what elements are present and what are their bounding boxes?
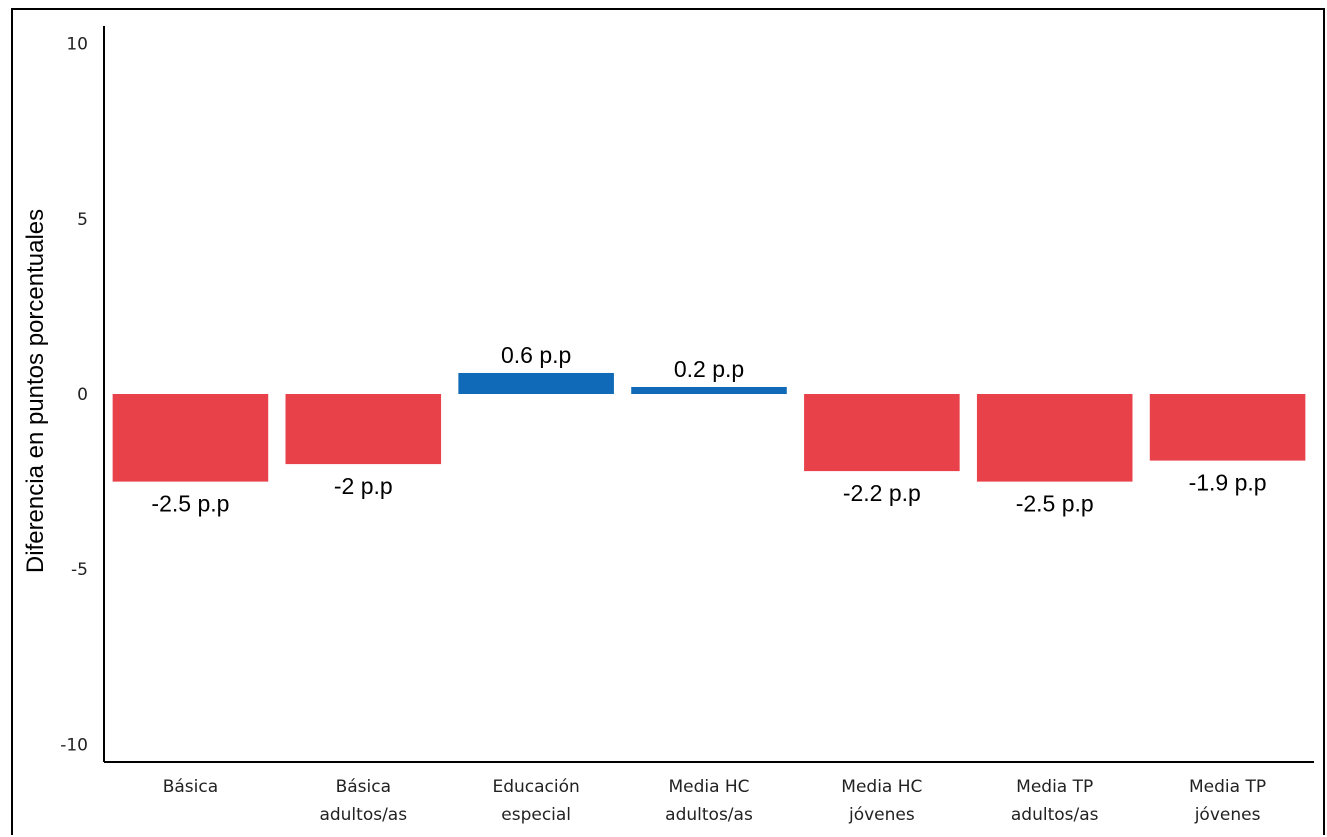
bar — [804, 394, 960, 472]
value-labels: -2.5 p.p -2 p.p 0.6 p.p 0.2 p.p -2.2 p.p -2.5… — [151, 342, 1266, 517]
bars — [112, 372, 1306, 482]
bar — [458, 372, 614, 394]
data-label: -2.5 p.p — [151, 491, 229, 517]
bar — [1149, 394, 1306, 461]
data-label: 0.6 p.p — [501, 342, 571, 368]
chart-frame — [11, 8, 1325, 835]
category-label: Media HC — [668, 777, 749, 797]
data-label: -2.2 p.p — [843, 480, 921, 506]
category-label: adultos/as — [319, 805, 407, 825]
category-label: jóvenes — [1194, 805, 1261, 825]
category-label: especial — [501, 805, 571, 825]
category-label: Media HC — [841, 777, 922, 797]
category-label: Media TP — [1189, 777, 1266, 797]
category-label: adultos/as — [1011, 805, 1099, 825]
y-axis-title: Diferencia en puntos porcentuales — [22, 209, 49, 573]
y-tick-label: 10 — [66, 35, 88, 55]
category-label: adultos/as — [665, 805, 753, 825]
data-label: -1.9 p.p — [1189, 470, 1267, 496]
y-tick-label: -10 — [60, 735, 88, 755]
y-axis: 10 5 0 -5 -10 — [60, 26, 105, 762]
category-labels: Básica Básica adultos/as Educación especial M… — [163, 777, 1266, 825]
y-tick-label: 5 — [77, 210, 88, 230]
category-label: jóvenes — [848, 805, 915, 825]
bar — [112, 394, 269, 482]
category-label: Media TP — [1016, 777, 1093, 797]
data-label: -2.5 p.p — [1016, 491, 1094, 517]
category-label: Básica — [336, 777, 391, 797]
data-label: 0.2 p.p — [674, 356, 744, 382]
y-tick-label: 0 — [77, 385, 88, 405]
bar — [631, 386, 787, 394]
data-label: -2 p.p — [334, 473, 393, 499]
y-tick-label: -5 — [71, 560, 88, 580]
bar — [976, 394, 1133, 482]
bar — [285, 394, 442, 465]
category-label: Básica — [163, 777, 218, 797]
category-label: Educación — [492, 777, 579, 797]
